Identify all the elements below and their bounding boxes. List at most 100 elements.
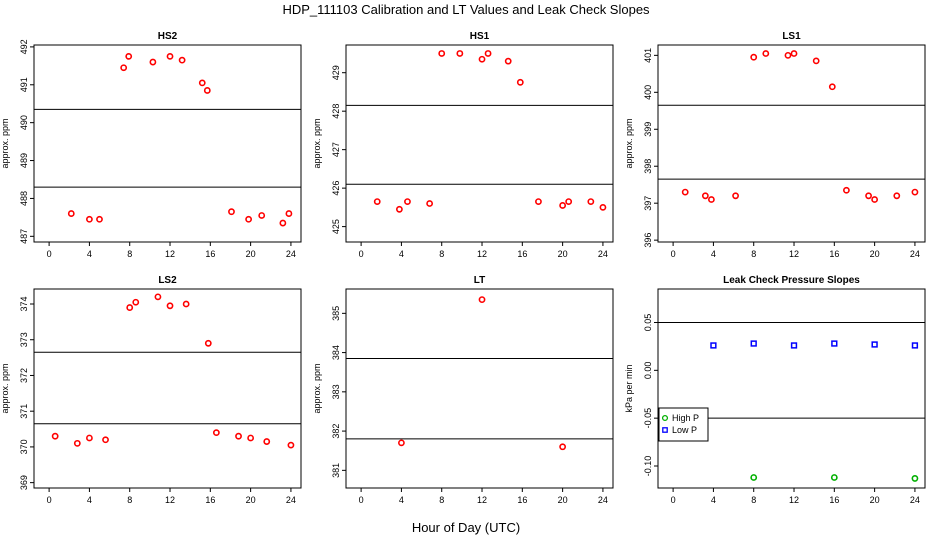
y-tick-label: 373 bbox=[19, 332, 29, 347]
x-tick-label: 16 bbox=[205, 249, 215, 259]
x-tick-label: 8 bbox=[127, 249, 132, 259]
panel-title: HS2 bbox=[158, 31, 178, 42]
data-point bbox=[871, 341, 878, 348]
x-tick-label: 8 bbox=[751, 249, 756, 259]
x-tick-label: 24 bbox=[910, 495, 920, 505]
panel-1: HS1 approx. ppm 0 4 8 12 16 20 24 425 426 427 428 429 bbox=[312, 31, 614, 259]
y-tick-label: 491 bbox=[19, 77, 29, 92]
x-tick-label: 0 bbox=[47, 495, 52, 505]
x-tick-label: 0 bbox=[359, 249, 364, 259]
data-point bbox=[587, 198, 595, 205]
x-tick-label: 16 bbox=[517, 495, 527, 505]
x-tick-label: 20 bbox=[870, 495, 880, 505]
y-tick-label: 399 bbox=[643, 122, 653, 137]
legend-label: Low P bbox=[672, 425, 697, 435]
data-point bbox=[182, 300, 190, 308]
data-point bbox=[710, 342, 717, 349]
data-point bbox=[911, 188, 919, 196]
data-point bbox=[73, 439, 81, 447]
y-tick-label: 0.05 bbox=[643, 314, 653, 332]
x-tick-label: 24 bbox=[598, 249, 608, 259]
legend-label: High P bbox=[672, 413, 699, 423]
data-point bbox=[245, 215, 253, 223]
y-axis-label: approx. ppm bbox=[0, 118, 10, 168]
data-point bbox=[750, 474, 758, 481]
data-point bbox=[784, 51, 792, 59]
x-tick-label: 8 bbox=[751, 495, 756, 505]
x-tick-label: 24 bbox=[286, 249, 296, 259]
data-point bbox=[166, 302, 174, 310]
plot-frame bbox=[657, 288, 926, 489]
data-point bbox=[762, 50, 770, 57]
x-tick-label: 20 bbox=[246, 249, 256, 259]
data-point bbox=[478, 296, 486, 303]
y-tick-label: 374 bbox=[19, 296, 29, 311]
data-point bbox=[51, 432, 59, 440]
y-tick-label: 400 bbox=[643, 85, 653, 100]
data-point bbox=[812, 57, 820, 65]
y-tick-label: 371 bbox=[19, 404, 29, 419]
y-tick-label: -0.10 bbox=[643, 456, 653, 477]
plot-frame bbox=[33, 288, 302, 489]
x-tick-label: 4 bbox=[399, 249, 404, 259]
data-point bbox=[750, 53, 758, 61]
plot-frame bbox=[657, 44, 926, 243]
data-point bbox=[599, 203, 607, 211]
data-point bbox=[681, 188, 689, 196]
y-tick-label: 488 bbox=[19, 191, 29, 206]
data-point bbox=[132, 298, 140, 306]
data-point bbox=[247, 434, 255, 442]
x-tick-label: 20 bbox=[246, 495, 256, 505]
y-tick-label: -0.05 bbox=[643, 408, 653, 429]
panel-2: LS1 approx. ppm 0 4 8 12 16 20 24 396 397 398 399 400… bbox=[624, 31, 926, 259]
data-point bbox=[911, 475, 919, 482]
data-point bbox=[126, 304, 134, 311]
data-point bbox=[228, 208, 235, 216]
plot-frame bbox=[33, 44, 302, 243]
data-point bbox=[86, 215, 93, 223]
panel-title: HS1 bbox=[470, 31, 490, 42]
legend-box bbox=[658, 407, 709, 442]
panel-title: LT bbox=[474, 275, 485, 286]
y-tick-label: 397 bbox=[643, 196, 653, 211]
y-tick-label: 487 bbox=[19, 229, 29, 244]
x-tick-label: 8 bbox=[127, 495, 132, 505]
panel-0: HS2 approx. ppm 0 4 8 12 16 20 24 487 488 489 490 491… bbox=[0, 31, 302, 259]
data-point bbox=[893, 192, 901, 200]
data-point bbox=[279, 219, 287, 227]
x-tick-label: 4 bbox=[87, 249, 92, 259]
data-point bbox=[750, 340, 757, 347]
data-point bbox=[178, 56, 186, 64]
data-point bbox=[865, 192, 872, 200]
data-point bbox=[504, 57, 512, 65]
panel-title: Leak Check Pressure Slopes bbox=[723, 275, 860, 286]
figure-xlabel: Hour of Day (UTC) bbox=[412, 520, 520, 535]
data-point bbox=[484, 50, 492, 57]
data-point bbox=[149, 58, 157, 66]
y-tick-label: 396 bbox=[643, 233, 653, 248]
data-point bbox=[516, 78, 524, 86]
x-tick-label: 12 bbox=[165, 495, 175, 505]
data-point bbox=[843, 186, 850, 194]
y-tick-label: 381 bbox=[331, 463, 341, 478]
x-tick-label: 16 bbox=[829, 495, 839, 505]
y-axis-label: approx. ppm bbox=[312, 363, 322, 413]
y-axis-label: approx. ppm bbox=[0, 363, 10, 413]
y-tick-label: 489 bbox=[19, 153, 29, 168]
data-point bbox=[559, 443, 567, 451]
panel-3: LS2 approx. ppm 0 4 8 12 16 20 24 369 370 371 372 373… bbox=[0, 275, 302, 505]
x-tick-label: 0 bbox=[47, 249, 52, 259]
data-point bbox=[166, 52, 174, 60]
data-point bbox=[96, 215, 103, 223]
data-point bbox=[263, 438, 271, 445]
data-point bbox=[287, 441, 295, 449]
data-point bbox=[285, 210, 293, 217]
x-tick-label: 0 bbox=[671, 495, 676, 505]
data-point bbox=[708, 196, 715, 203]
y-tick-label: 384 bbox=[331, 345, 341, 360]
panel-title: LS2 bbox=[158, 275, 177, 286]
data-point bbox=[404, 198, 411, 205]
x-tick-label: 4 bbox=[711, 249, 716, 259]
data-point bbox=[102, 436, 109, 444]
data-point bbox=[732, 192, 739, 200]
